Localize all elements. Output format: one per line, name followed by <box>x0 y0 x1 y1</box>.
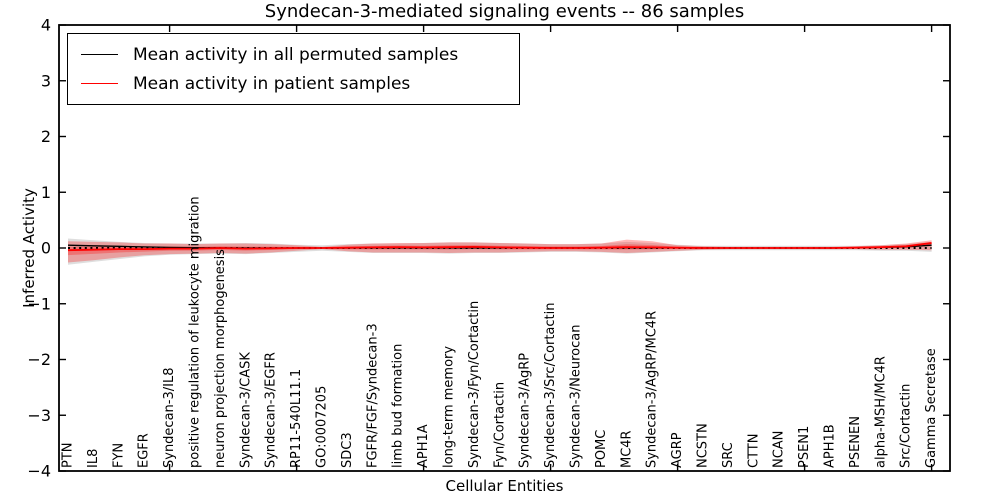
legend-label-patient: Mean activity in patient samples <box>133 73 411 94</box>
legend-entry-patient: Mean activity in patient samples <box>68 69 519 98</box>
x-category-label: Syndecan-3/Fyn/Cortactin <box>467 301 482 468</box>
y-axis-label: Inferred Activity <box>20 188 38 308</box>
x-category-label: Syndecan-3/AgRP/MC4R <box>645 311 660 468</box>
x-category-label: SDC3 <box>340 432 355 468</box>
y-tick-label: −3 <box>27 406 51 425</box>
x-category-label: Syndecan-3/Src/Cortactin <box>543 302 558 468</box>
y-tick-label: 1 <box>41 183 51 202</box>
y-tick-label: 3 <box>41 71 51 90</box>
x-category-label: NCAN <box>772 431 787 468</box>
chart-title: Syndecan-3-mediated signaling events -- … <box>264 1 745 22</box>
y-axis-ticks: 4 3 2 1 0 −1 −2 −3 −4 <box>27 16 950 481</box>
x-category-label: Syndecan-3/IL8 <box>162 368 177 468</box>
x-category-label: long-term memory <box>442 346 457 468</box>
x-category-label: POMC <box>594 430 609 468</box>
y-tick-label: 0 <box>41 239 51 258</box>
x-category-label: Syndecan-3/CASK <box>238 352 253 468</box>
x-category-label: FYN <box>111 443 126 468</box>
x-category-label: Src/Cortactin <box>899 384 914 468</box>
x-category-label: APH1A <box>416 424 431 468</box>
y-tick-label: −2 <box>27 350 51 369</box>
x-category-label: Syndecan-3/AgRP <box>518 353 533 468</box>
patient-mean-line <box>67 242 932 252</box>
x-axis-ticks <box>168 25 933 471</box>
permuted-band <box>68 238 932 265</box>
y-tick-label: −4 <box>27 462 51 481</box>
x-category-label: PTN <box>61 442 76 468</box>
x-category-label: Fyn/Cortactin <box>492 382 507 468</box>
legend-label-permuted: Mean activity in all permuted samples <box>133 44 459 65</box>
x-category-label: positive regulation of leukocyte migrati… <box>188 196 203 468</box>
x-category-label: Syndecan-3/EGFR <box>264 352 279 468</box>
x-category-label: NCSTN <box>696 423 711 468</box>
x-category-label: neuron projection morphogenesis <box>213 249 228 468</box>
legend-line-red-icon <box>81 83 118 84</box>
x-category-label: AGRP <box>670 432 685 468</box>
legend-entry-permuted: Mean activity in all permuted samples <box>68 40 519 69</box>
x-category-labels: PTN IL8 FYN EGFR Syndecan-3/IL8 positive regu… <box>61 196 940 468</box>
x-category-label: PSENEN <box>848 416 863 468</box>
x-category-label: alpha-MSH/MC4R <box>873 356 888 468</box>
x-category-label: Gamma Secretase <box>924 348 939 468</box>
x-category-label: EGFR <box>137 433 152 468</box>
legend-line-black-icon <box>81 54 118 55</box>
x-category-label: SRC <box>721 442 736 468</box>
x-category-label: MC4R <box>619 430 634 468</box>
x-category-label: RP11-540L11.1 <box>289 369 304 468</box>
y-tick-label: 4 <box>41 16 51 35</box>
y-tick-label: −1 <box>27 294 51 313</box>
x-category-label: limb bud formation <box>391 344 406 468</box>
x-category-label: Syndecan-3/Neurocan <box>569 325 584 468</box>
y-tick-label: 2 <box>41 127 51 146</box>
x-category-label: APH1B <box>823 424 838 468</box>
x-category-label: IL8 <box>86 449 101 468</box>
x-category-label: CTTN <box>746 434 761 468</box>
x-axis-label: Cellular Entities <box>445 477 564 495</box>
x-category-label: FGFR/FGF/Syndecan-3 <box>365 323 380 468</box>
x-category-label: PSEN1 <box>797 426 812 468</box>
legend: Mean activity in all permuted samples Me… <box>67 33 520 105</box>
x-category-label: GO:0007205 <box>315 386 330 468</box>
